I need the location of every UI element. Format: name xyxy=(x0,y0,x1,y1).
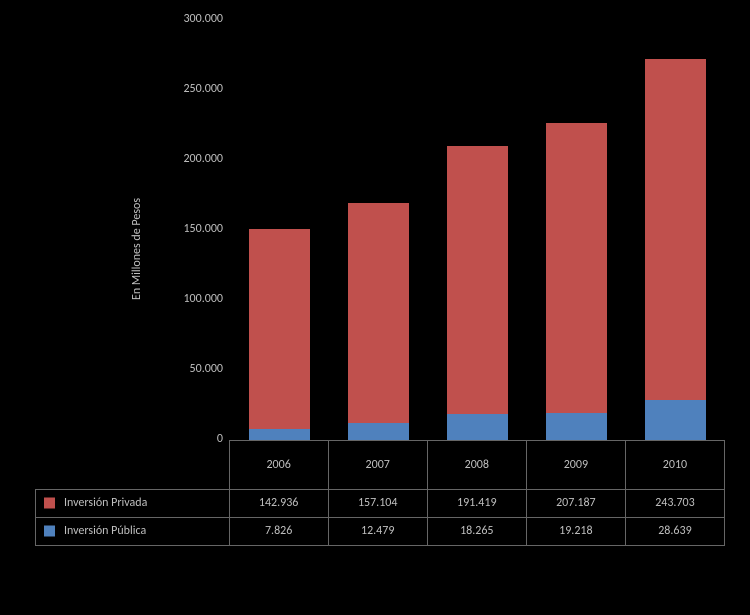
category-header: 2006 xyxy=(229,441,328,490)
data-cell: 243.703 xyxy=(625,489,724,517)
data-cell: 191.419 xyxy=(427,489,526,517)
y-tick-label: 250.000 xyxy=(168,82,223,96)
bar-segment xyxy=(447,414,508,440)
bar-segment xyxy=(348,423,409,440)
series-name: Inversión Pública xyxy=(64,524,146,538)
y-tick-label: 0 xyxy=(168,432,223,446)
bar-segment xyxy=(546,413,607,440)
bar-segment xyxy=(348,203,409,423)
category-header: 2010 xyxy=(625,441,724,490)
y-tick-label: 50.000 xyxy=(168,362,223,376)
data-cell: 207.187 xyxy=(526,489,625,517)
bar-segment xyxy=(249,229,310,429)
data-cell: 28.639 xyxy=(625,517,724,545)
y-tick-label: 300.000 xyxy=(168,12,223,26)
data-cell: 142.936 xyxy=(229,489,328,517)
data-cell: 18.265 xyxy=(427,517,526,545)
data-table: 20062007200820092010 Inversión Privada 142… xyxy=(35,440,725,546)
bar-segment xyxy=(249,429,310,440)
data-cell: 157.104 xyxy=(328,489,427,517)
data-cell: 7.826 xyxy=(229,517,328,545)
bar-segment xyxy=(447,146,508,414)
bar-segment xyxy=(645,400,706,440)
bar-segment xyxy=(546,123,607,413)
legend-swatch xyxy=(44,526,55,537)
legend-swatch xyxy=(44,498,55,509)
y-tick-label: 150.000 xyxy=(168,222,223,236)
series-name: Inversión Privada xyxy=(64,496,147,510)
series-label: Inversión Privada xyxy=(36,489,230,517)
bar-segment xyxy=(645,59,706,400)
category-header: 2008 xyxy=(427,441,526,490)
category-header: 2007 xyxy=(328,441,427,490)
category-header: 2009 xyxy=(526,441,625,490)
series-label: Inversión Pública xyxy=(36,517,230,545)
data-cell: 19.218 xyxy=(526,517,625,545)
y-tick-label: 200.000 xyxy=(168,152,223,166)
y-axis-label: En Millones de Pesos xyxy=(130,198,144,300)
y-tick-label: 100.000 xyxy=(168,292,223,306)
data-cell: 12.479 xyxy=(328,517,427,545)
